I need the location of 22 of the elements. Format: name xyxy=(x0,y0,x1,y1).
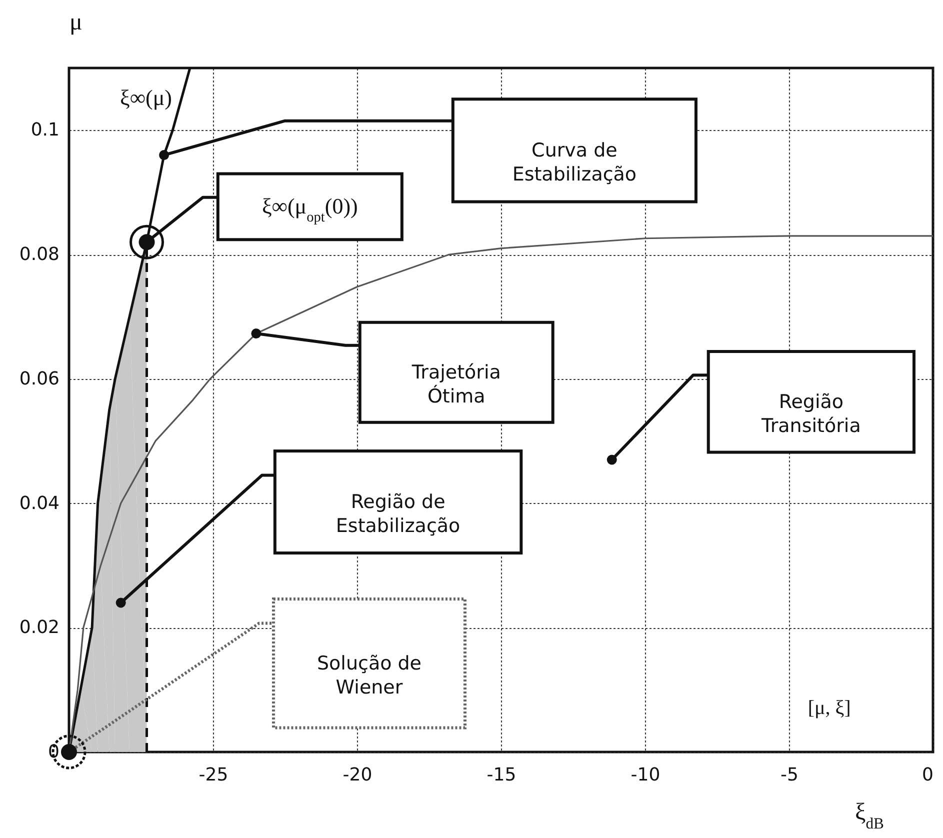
x-axis-title: ξ$_{dB}$ xyxy=(855,800,884,832)
y-tick-label: 0.04 xyxy=(19,492,60,514)
annotation: Trajetória Ótima xyxy=(410,361,501,408)
x-tick-label: -5 xyxy=(780,764,798,786)
annotation: ξ∞(μ$_{opt}$(0)) xyxy=(262,194,358,226)
x-tick-label: -10 xyxy=(630,764,660,786)
x-tick-label: -15 xyxy=(486,764,516,786)
y-tick-label: 0.02 xyxy=(19,617,60,638)
x-tick-label: -25 xyxy=(198,764,228,786)
y-axis-title: μ xyxy=(70,10,82,36)
annotation: Região Transitória xyxy=(760,390,861,437)
x-tick-label: -20 xyxy=(342,764,372,786)
y-tick-label: 0.06 xyxy=(19,368,60,390)
annotation: Região de Estabilização xyxy=(336,491,460,538)
y-tick-label: 0.1 xyxy=(30,120,60,141)
annotation: Curva de Estabilização xyxy=(512,139,637,186)
annotation: Solução de Wiener xyxy=(316,652,422,698)
annotation: [μ, ξ] xyxy=(808,696,851,719)
x-tick-label: 0 xyxy=(922,764,934,786)
y-tick-label: 0.08 xyxy=(19,244,60,266)
point xyxy=(130,224,164,260)
series-label: ξ∞(μ) xyxy=(120,85,172,110)
